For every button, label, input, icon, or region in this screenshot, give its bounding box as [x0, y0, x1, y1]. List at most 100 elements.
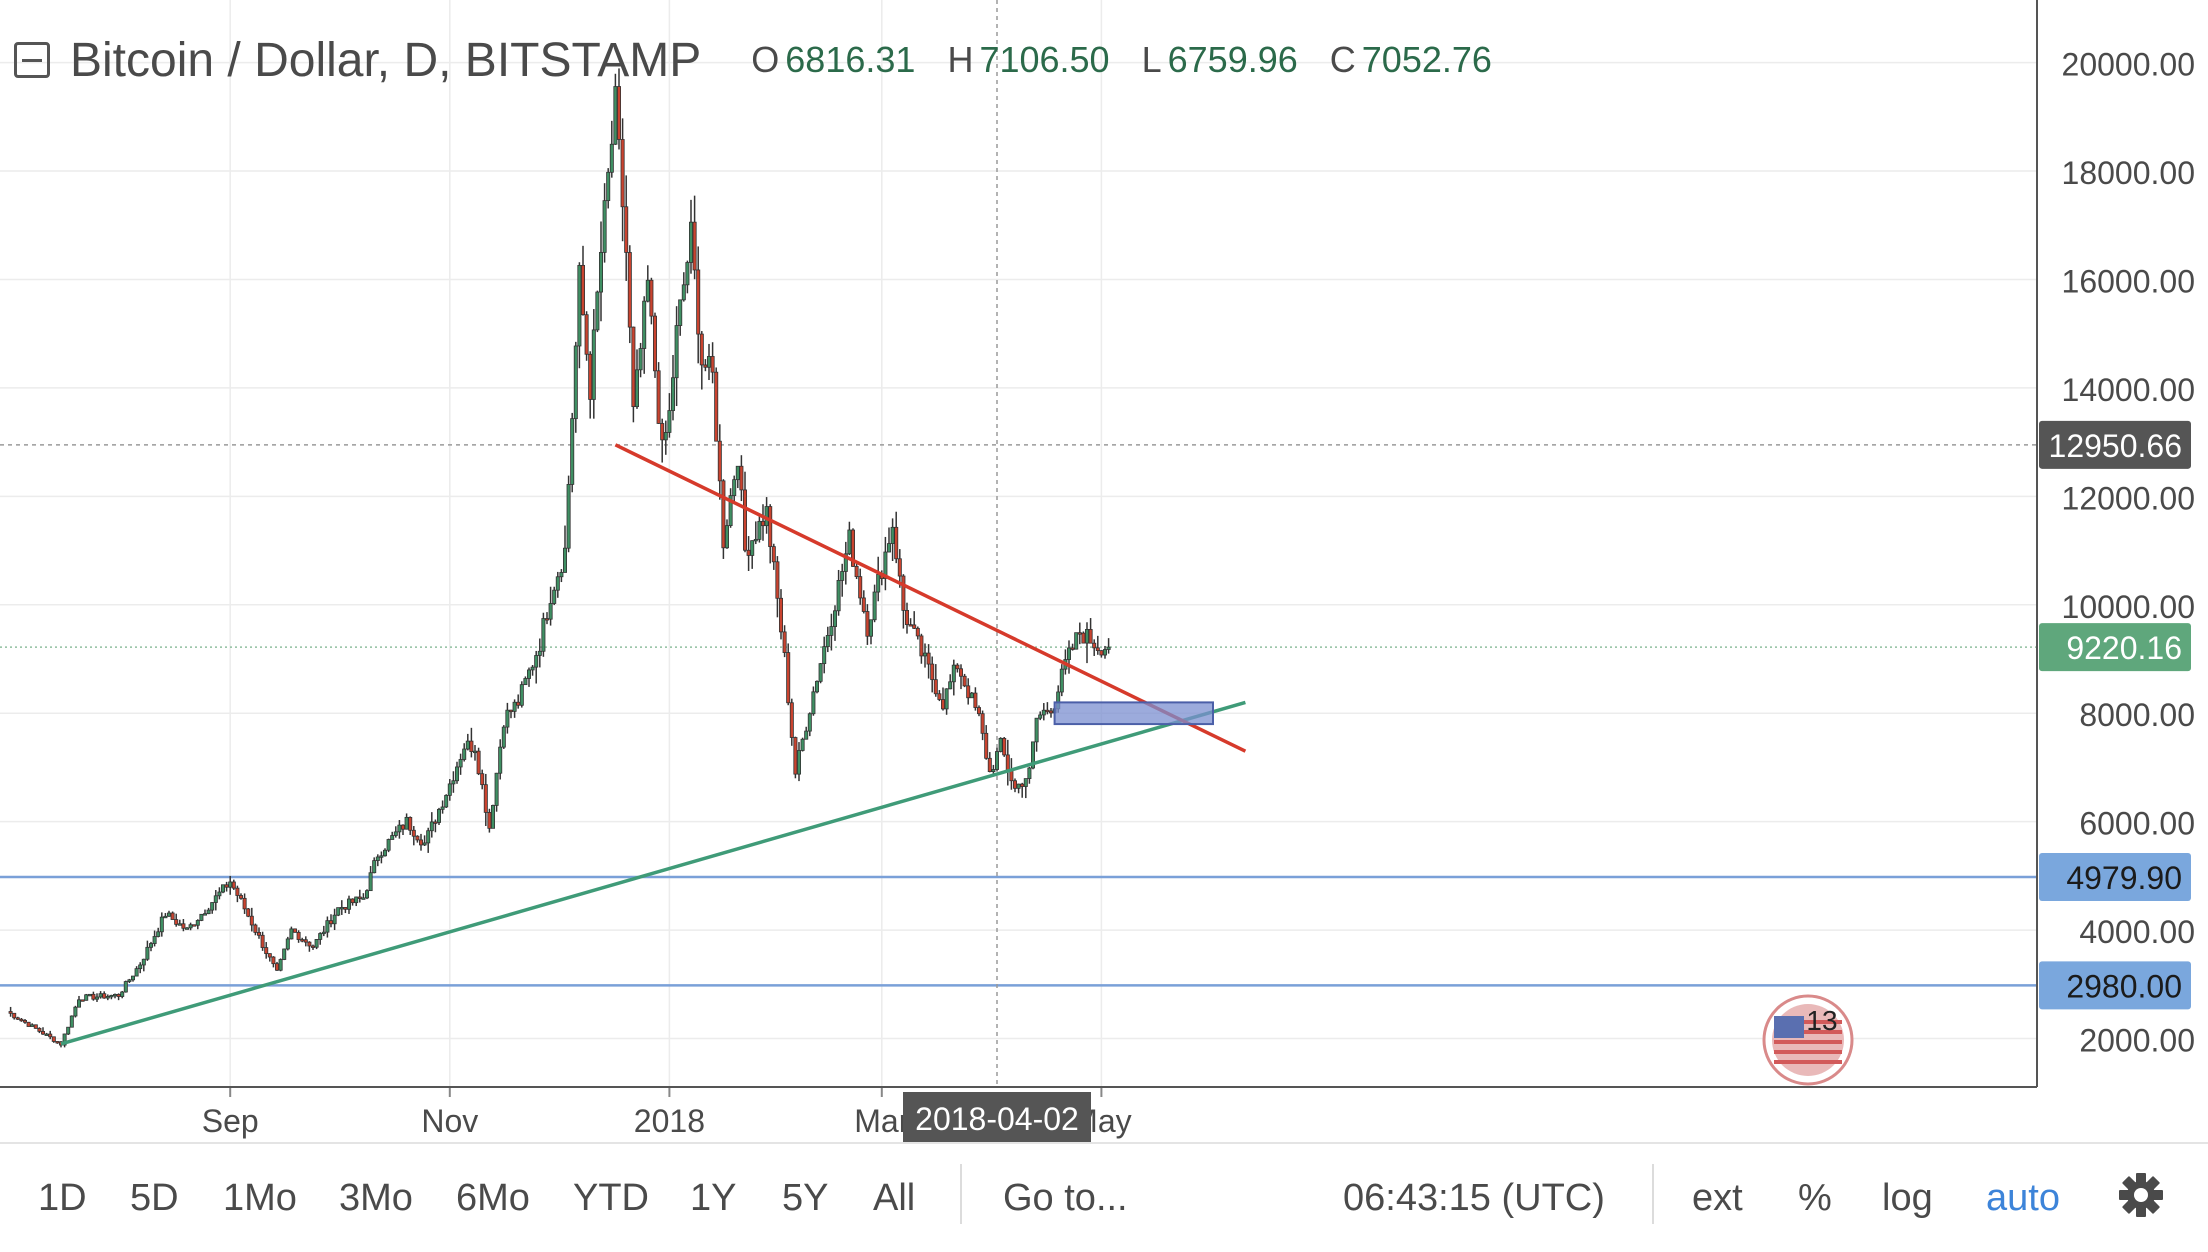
price-label-box — [2039, 961, 2191, 1010]
candle-body — [433, 821, 438, 824]
symbol-title[interactable]: Bitcoin / Dollar, D, BITSTAMP — [70, 33, 702, 87]
candle-body — [505, 709, 510, 728]
candle-body — [246, 908, 251, 917]
interval-all-button[interactable]: All — [873, 1177, 916, 1219]
gear-icon[interactable] — [2118, 1172, 2164, 1218]
candle-body — [109, 994, 114, 998]
price-tick-label: 2000.00 — [2079, 1023, 2195, 1059]
candle-body — [210, 902, 215, 911]
candle-body — [876, 574, 881, 593]
candle-body — [256, 932, 261, 936]
candle-body — [26, 1021, 31, 1027]
auto-scale-toggle[interactable]: auto — [1986, 1177, 2060, 1219]
log-scale-toggle[interactable]: log — [1882, 1177, 1933, 1219]
candle-body — [379, 855, 384, 858]
candle-body — [980, 713, 985, 734]
interval-1y-button[interactable]: 1Y — [690, 1177, 737, 1219]
candle-body — [800, 738, 805, 751]
interval-5d-button[interactable]: 5D — [130, 1177, 179, 1219]
candle-body — [710, 356, 715, 373]
candle-body — [642, 300, 647, 349]
candle-body — [822, 646, 827, 665]
candle-body — [1092, 642, 1097, 649]
candle-body — [566, 484, 571, 549]
time-tick-label: Sep — [202, 1103, 259, 1139]
candle-body — [228, 881, 233, 888]
candle-body — [717, 440, 722, 482]
candle-body — [339, 907, 344, 910]
candle-body — [66, 1026, 71, 1035]
candle-body — [260, 934, 265, 948]
candle-body — [354, 896, 359, 904]
candle-body — [1023, 778, 1028, 787]
candle-body — [771, 546, 776, 563]
interval-1mo-button[interactable]: 1Mo — [223, 1177, 297, 1219]
price-label-box — [2039, 420, 2191, 469]
candle-body — [577, 264, 582, 347]
crosshair-date-box — [903, 1092, 1091, 1142]
interval-ytd-button[interactable]: YTD — [573, 1177, 649, 1219]
interval-1d-button[interactable]: 1D — [38, 1177, 87, 1219]
candle-body — [941, 699, 946, 710]
candle-body — [314, 939, 319, 948]
interval-5y-button[interactable]: 5Y — [782, 1177, 829, 1219]
candle-body — [761, 520, 766, 527]
candle-body — [689, 221, 694, 263]
percent-scale-toggle[interactable]: % — [1798, 1177, 1832, 1219]
candle-body — [15, 1017, 20, 1020]
candle-body — [411, 829, 416, 837]
interval-6mo-button[interactable]: 6Mo — [456, 1177, 530, 1219]
candle-body — [933, 679, 938, 695]
interval-3mo-button[interactable]: 3Mo — [339, 1177, 413, 1219]
ext-hours-toggle[interactable]: ext — [1692, 1177, 1743, 1219]
candle-body — [181, 923, 186, 929]
candle-body — [444, 794, 449, 808]
price-chart[interactable]: 2000.00 4000.00 6000.00 8000.00 10000.00 1200… — [0, 0, 2208, 1142]
candle-body — [494, 772, 499, 806]
candle-body — [224, 884, 229, 888]
price-label: 12950.66 — [2049, 428, 2182, 464]
candle-body — [779, 597, 784, 633]
candle-body — [174, 919, 179, 925]
candle-body — [602, 200, 607, 253]
candle-body — [1059, 668, 1064, 693]
candle-body — [865, 611, 870, 637]
candle-body — [937, 693, 942, 700]
candle-body — [660, 423, 665, 441]
candle-body — [98, 993, 103, 998]
candle-body — [30, 1024, 35, 1027]
candle-body — [858, 576, 863, 599]
close-value: 7052.76 — [1361, 39, 1492, 80]
candle-body — [41, 1030, 46, 1035]
price-tick-label: 8000.00 — [2079, 697, 2195, 733]
candle-body — [678, 299, 683, 326]
badge-count: 13 — [1806, 1005, 1837, 1036]
candle-body — [127, 979, 132, 982]
flag-stripe — [1774, 1040, 1842, 1044]
candle-body — [750, 540, 755, 556]
candle-body — [177, 923, 182, 926]
candle-body — [516, 701, 521, 706]
candle-body — [1070, 647, 1075, 650]
candle-body — [231, 881, 236, 889]
high-label: H — [947, 39, 974, 80]
collapse-icon[interactable] — [14, 42, 50, 78]
candle-body — [656, 370, 661, 424]
candle-body — [148, 943, 153, 948]
candle-body — [930, 663, 935, 681]
candle-body — [609, 143, 614, 173]
candle-body — [948, 681, 953, 690]
utc-clock[interactable]: 06:43:15 (UTC) — [1343, 1177, 1605, 1219]
flag-canton — [1774, 1016, 1804, 1038]
candle-body — [591, 329, 596, 400]
goto-button[interactable]: Go to... — [1003, 1177, 1128, 1219]
candle-body — [44, 1033, 49, 1036]
candle-body — [454, 766, 459, 782]
candle-body — [599, 252, 604, 293]
candle-body — [570, 418, 575, 485]
trendline-drawings — [60, 443, 1247, 1046]
candle-body — [199, 913, 204, 921]
candle-body — [699, 333, 704, 366]
candle-body — [635, 369, 640, 408]
candle-body — [102, 993, 107, 999]
